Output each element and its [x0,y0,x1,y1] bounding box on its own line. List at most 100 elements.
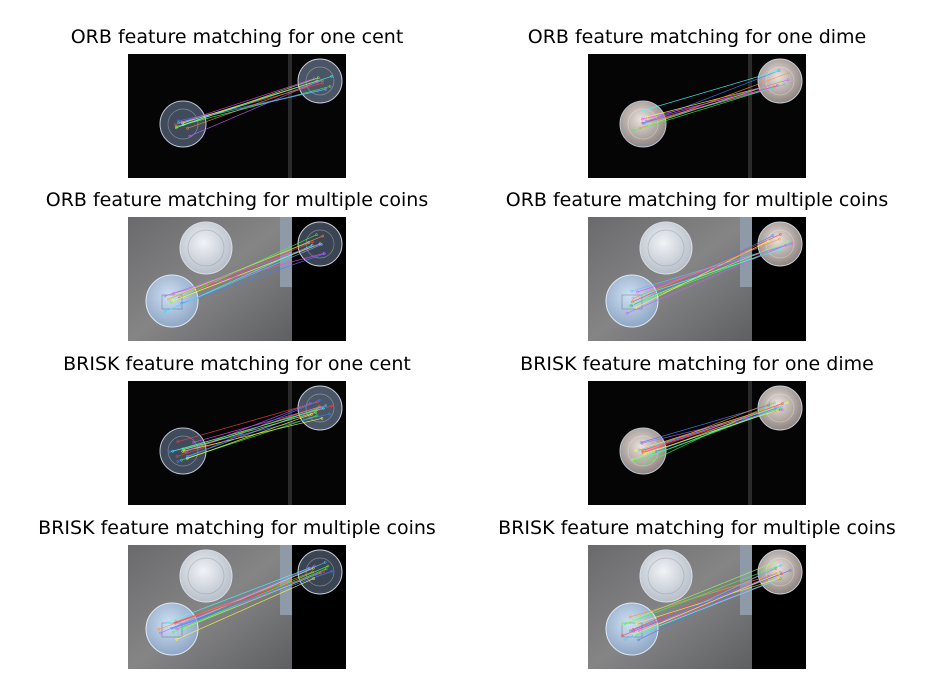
keypoint [188,134,191,138]
keypoint [632,129,636,132]
keypoint [166,620,169,624]
keypoint [171,449,174,453]
keypoint [774,579,778,582]
keypoint [781,402,784,405]
keypoint [767,239,770,243]
panel-title-brisk-dime: BRISK feature matching for one dime [520,353,874,375]
keypoint [330,74,334,78]
keypoint [786,239,790,243]
keypoint [170,626,174,630]
match-line [189,81,318,137]
coin-detail [305,393,335,423]
keypoint [159,631,162,635]
match-line [622,573,782,636]
keypoint [318,398,321,402]
match-line [172,562,326,629]
match-image-brisk-multi-cent [128,545,346,669]
keypoint [186,126,189,130]
keypoint [642,109,645,112]
keypoint [311,240,315,244]
keypoint [640,441,644,445]
match-line [178,88,326,123]
match-line [176,405,332,457]
keypoint [171,630,175,634]
keypoint [768,401,772,405]
match-image-orb-dime [588,54,806,178]
silver-coin [639,549,693,603]
keypoint [786,401,789,404]
match-line [625,566,776,625]
keypoint [167,450,171,454]
keypoint [631,302,635,306]
keypoint [185,450,188,453]
keypoint [315,408,319,411]
keypoint [771,234,775,237]
match-line [633,568,777,630]
match-line [632,233,781,303]
match-line [182,417,323,452]
keypoint [637,448,641,452]
keypoint [316,76,320,80]
match-line [177,399,320,462]
match-line [187,79,323,129]
keypoint [312,577,316,580]
keypoint [630,289,633,293]
keypoint [328,85,332,88]
keypoint [621,622,624,626]
silver-coin [179,221,233,275]
keypoint [321,78,324,82]
keypoint [176,119,180,123]
keypoint [176,460,180,463]
silver-coin [179,549,233,603]
coin-detail [187,229,225,267]
panel-title-brisk-cent: BRISK feature matching for one cent [63,353,411,375]
keypoint [625,311,629,315]
match-line [633,573,780,635]
separator [288,54,292,178]
match-line [643,70,778,111]
keypoint [789,242,792,245]
keypoint [176,440,180,444]
match-line [656,408,776,452]
keypoint [167,296,170,300]
keypoint [175,627,179,631]
keypoint [778,406,782,410]
match-image-orb-multi-cent [128,217,346,341]
match-line [181,78,315,123]
match-composite [128,54,346,178]
coin-detail [627,435,659,467]
coin-detail [765,229,795,259]
match-composite [588,381,806,505]
keypoint [628,615,632,619]
keypoint [632,629,635,633]
match-line [176,86,331,127]
coin-detail [627,108,659,140]
match-line [167,567,310,623]
keypoint [776,408,779,412]
keypoint [328,412,331,416]
match-line [183,412,316,450]
match-line [171,572,321,629]
keypoint [330,569,334,573]
match-line [174,571,324,624]
panel-title-brisk-multi-cent: BRISK feature matching for multiple coin… [38,517,436,539]
match-line [179,241,313,299]
keypoint [623,622,627,626]
match-composite [588,217,806,341]
match-line [168,242,309,299]
keypoint [315,233,318,237]
keypoint [315,80,319,84]
keypoint [310,413,313,416]
match-line [630,570,791,632]
keypoint [318,571,322,575]
keypoint [324,87,328,91]
keypoint [321,406,325,410]
match-line [182,409,318,450]
coin-detail [305,557,335,587]
match-composite [128,381,346,505]
keypoint [779,564,783,567]
panel-title-brisk-multi-dime: BRISK feature matching for multiple coin… [498,517,896,539]
match-line [627,245,786,314]
keypoint [643,122,646,125]
panel-title-orb-cent: ORB feature matching for one cent [70,26,404,48]
